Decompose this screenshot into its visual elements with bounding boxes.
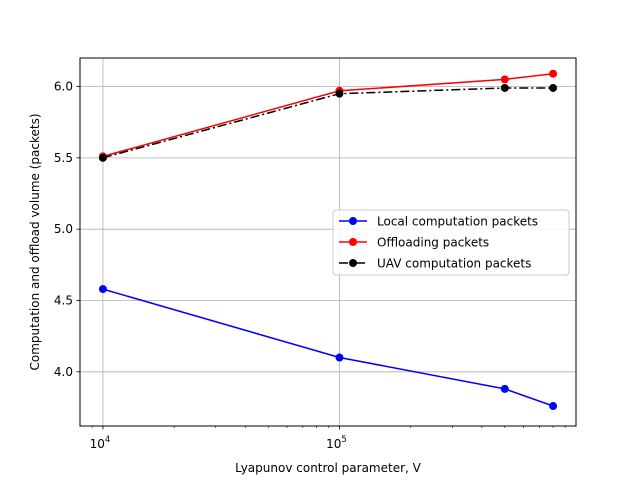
x-axis-label: Lyapunov control parameter, V [235, 461, 422, 475]
series-2 [98, 83, 558, 162]
series-line [102, 87, 554, 159]
data-point [335, 89, 344, 98]
data-point [549, 402, 558, 411]
data-point [335, 353, 344, 362]
y-tick-label: 5.0 [54, 222, 73, 236]
data-point [549, 69, 558, 78]
legend-marker [349, 217, 357, 225]
x-tick-label: 104 [90, 435, 111, 451]
y-tick-label: 4.0 [54, 365, 73, 379]
series-0 [98, 285, 558, 411]
data-point [500, 384, 509, 393]
series-line [102, 72, 554, 158]
data-point [549, 83, 558, 92]
data-point [500, 83, 509, 92]
y-tick-label: 5.5 [54, 151, 73, 165]
axis-ticks: 104 105 4.0 4.5 5.0 5.5 6.0 [54, 80, 566, 451]
x-tick-label: 105 [326, 435, 347, 451]
axes-frame [79, 57, 577, 427]
legend: Local computation packets Offloading pack… [332, 209, 570, 276]
legend-marker [349, 259, 357, 267]
legend-label: UAV computation packets [377, 257, 531, 271]
y-tick-label: 6.0 [54, 80, 73, 94]
data-point [98, 285, 107, 294]
series-line [102, 288, 554, 407]
data-point [98, 153, 107, 162]
data-series [98, 69, 558, 411]
legend-box [332, 209, 570, 276]
legend-label: Local computation packets [377, 215, 538, 229]
y-axis-label: Computation and offload volume (packets) [28, 113, 42, 370]
data-point [500, 75, 509, 84]
legend-marker [349, 238, 357, 246]
legend-label: Offloading packets [377, 236, 489, 250]
y-tick-label: 4.5 [54, 293, 73, 307]
